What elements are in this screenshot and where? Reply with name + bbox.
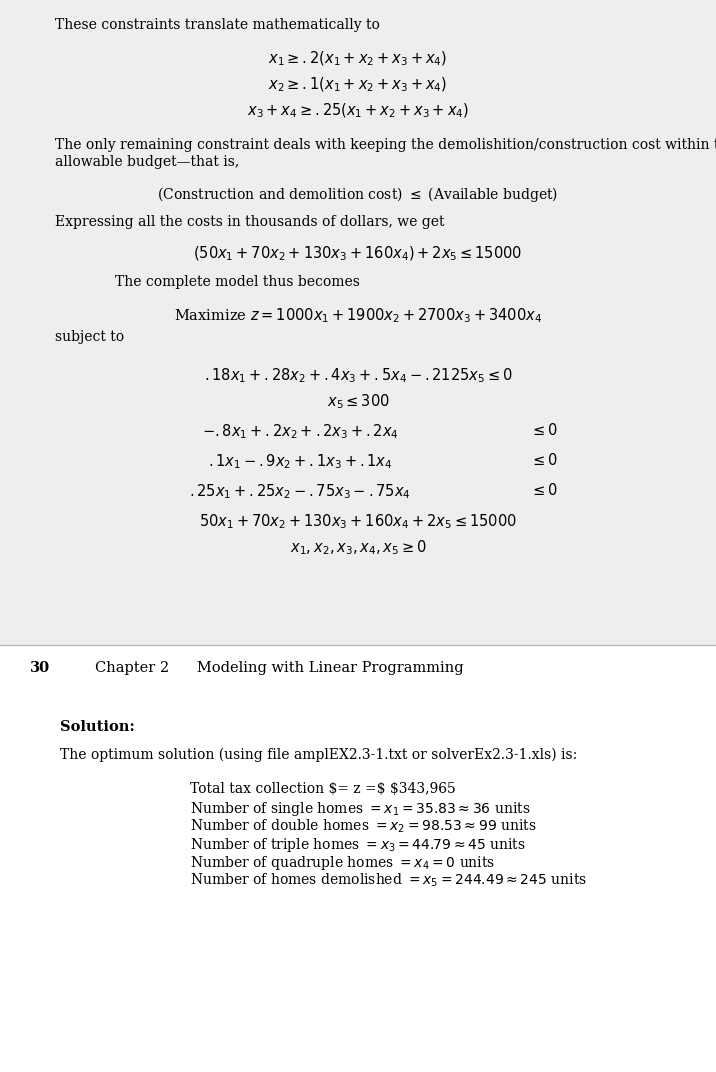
Text: $\leq 0$: $\leq 0$ bbox=[530, 482, 558, 498]
Text: Total tax collection $= z =$ $343,965: Total tax collection $= z =$ $343,965 bbox=[190, 781, 456, 796]
Text: $.18x_1 + .28x_2 + .4x_3 + .5x_4 - .2125x_5 \leq 0$: $.18x_1 + .28x_2 + .4x_3 + .5x_4 - .2125… bbox=[203, 366, 513, 385]
Text: Number of quadruple homes $= x_4 = 0$ units: Number of quadruple homes $= x_4 = 0$ un… bbox=[190, 854, 495, 872]
Text: $(50x_1 + 70x_2 + 130x_3 + 160x_4) + 2x_5 \leq 15000$: $(50x_1 + 70x_2 + 130x_3 + 160x_4) + 2x_… bbox=[193, 245, 523, 264]
Text: $.25x_1 + .25x_2 - .75x_3 - .75x_4$: $.25x_1 + .25x_2 - .75x_3 - .75x_4$ bbox=[189, 482, 411, 501]
Bar bbox=[0, 645, 716, 1072]
Text: 30: 30 bbox=[30, 661, 50, 675]
Text: Maximize $z = 1000x_1 + 1900x_2 + 2700x_3 + 3400x_4$: Maximize $z = 1000x_1 + 1900x_2 + 2700x_… bbox=[174, 306, 542, 325]
Text: $x_3 + x_4 \geq .25(x_1 + x_2 + x_3 + x_4)$: $x_3 + x_4 \geq .25(x_1 + x_2 + x_3 + x_… bbox=[247, 102, 469, 120]
Text: Number of homes demolished $= x_5 = 244.49 \approx 245$ units: Number of homes demolished $= x_5 = 244.… bbox=[190, 872, 587, 890]
Text: $-.8x_1 + .2x_2 + .2x_3 + .2x_4$: $-.8x_1 + .2x_2 + .2x_3 + .2x_4$ bbox=[202, 422, 398, 441]
Text: $.1x_1 - .9x_2 + .1x_3 + .1x_4$: $.1x_1 - .9x_2 + .1x_3 + .1x_4$ bbox=[208, 452, 392, 471]
Text: These constraints translate mathematically to: These constraints translate mathematical… bbox=[55, 18, 380, 32]
Text: Number of double homes $= x_2 = 98.53 \approx 99$ units: Number of double homes $= x_2 = 98.53 \a… bbox=[190, 818, 536, 835]
Text: Number of triple homes $= x_3 = 44.79 \approx 45$ units: Number of triple homes $= x_3 = 44.79 \a… bbox=[190, 836, 526, 854]
Text: $x_1 \geq .2(x_1 + x_2 + x_3 + x_4)$: $x_1 \geq .2(x_1 + x_2 + x_3 + x_4)$ bbox=[268, 50, 448, 69]
Text: The optimum solution (using file amplEX2.3-1.txt or solverEx2.3-1.xls) is:: The optimum solution (using file amplEX2… bbox=[60, 748, 577, 762]
Text: The complete model thus becomes: The complete model thus becomes bbox=[115, 276, 360, 289]
Text: Expressing all the costs in thousands of dollars, we get: Expressing all the costs in thousands of… bbox=[55, 215, 445, 229]
Text: $x_2 \geq .1(x_1 + x_2 + x_3 + x_4)$: $x_2 \geq .1(x_1 + x_2 + x_3 + x_4)$ bbox=[268, 76, 448, 94]
Text: Chapter 2      Modeling with Linear Programming: Chapter 2 Modeling with Linear Programmi… bbox=[95, 661, 464, 675]
Text: The only remaining constraint deals with keeping the demolishition/construction : The only remaining constraint deals with… bbox=[55, 138, 716, 152]
Text: (Construction and demolition cost) $\leq$ (Available budget): (Construction and demolition cost) $\leq… bbox=[158, 185, 558, 204]
Text: $x_1, x_2, x_3, x_4, x_5 \geq 0$: $x_1, x_2, x_3, x_4, x_5 \geq 0$ bbox=[289, 538, 427, 556]
Text: $50x_1 + 70x_2 + 130x_3 + 160x_4 + 2x_5 \leq 15000$: $50x_1 + 70x_2 + 130x_3 + 160x_4 + 2x_5 … bbox=[199, 512, 517, 531]
Text: subject to: subject to bbox=[55, 330, 124, 344]
Text: $\leq 0$: $\leq 0$ bbox=[530, 452, 558, 468]
Text: Number of single homes $= x_1 = 35.83 \approx 36$ units: Number of single homes $= x_1 = 35.83 \a… bbox=[190, 800, 531, 818]
Text: allowable budget—that is,: allowable budget—that is, bbox=[55, 155, 239, 169]
Text: $\leq 0$: $\leq 0$ bbox=[530, 422, 558, 438]
Bar bbox=[0, 0, 716, 645]
Text: $x_5 \leq 300$: $x_5 \leq 300$ bbox=[326, 392, 390, 411]
Text: Solution:: Solution: bbox=[60, 720, 135, 734]
